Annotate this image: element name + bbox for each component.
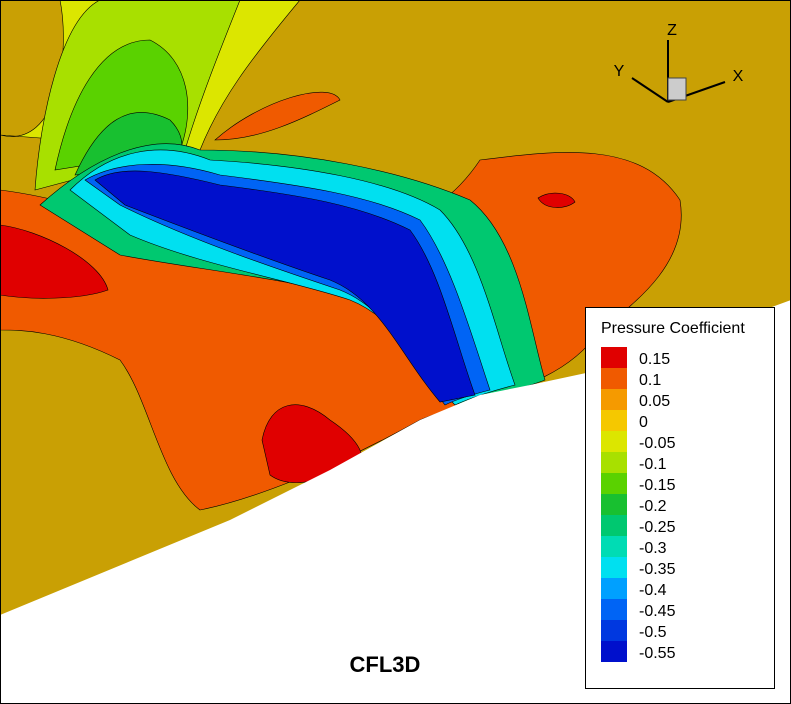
legend-label: -0.45 xyxy=(639,603,676,620)
legend-label: -0.05 xyxy=(639,435,676,452)
legend-swatch xyxy=(601,473,627,494)
legend-swatch xyxy=(601,452,627,473)
contour-field xyxy=(0,0,682,511)
legend-swatch xyxy=(601,494,627,515)
triad-cube xyxy=(667,77,687,101)
legend-label: -0.5 xyxy=(639,624,667,641)
legend-title: Pressure Coefficient xyxy=(601,320,745,337)
legend-swatch xyxy=(601,557,627,578)
legend-swatch xyxy=(601,515,627,536)
contour-region xyxy=(214,91,341,141)
z-axis-label: Z xyxy=(667,22,677,39)
legend-label: 0.1 xyxy=(639,372,661,389)
caption: CFL3D xyxy=(350,652,421,677)
contour-region xyxy=(537,192,576,208)
y-axis-label: Y xyxy=(614,63,625,80)
contour-region xyxy=(0,224,109,299)
axis-triad: X Y Z xyxy=(614,22,744,103)
legend-label: -0.55 xyxy=(639,645,676,662)
legend-swatch xyxy=(601,620,627,641)
legend-swatch xyxy=(601,431,627,452)
legend-label: -0.1 xyxy=(639,456,667,473)
legend-swatch xyxy=(601,347,627,368)
legend-swatch xyxy=(601,368,627,389)
legend: Pressure Coefficient 0.15 0.1 0.05 0 -0.05 -0… xyxy=(585,307,775,689)
contour-region xyxy=(94,170,476,403)
legend-swatch xyxy=(601,641,627,662)
contour-region xyxy=(261,404,363,483)
legend-label: -0.25 xyxy=(639,519,676,536)
y-axis-line xyxy=(631,77,669,103)
legend-swatch xyxy=(601,410,627,431)
legend-label: -0.15 xyxy=(639,477,676,494)
legend-label: 0.05 xyxy=(639,393,670,410)
legend-swatch xyxy=(601,578,627,599)
legend-swatch xyxy=(601,536,627,557)
legend-label: -0.4 xyxy=(639,582,667,599)
legend-label: 0 xyxy=(639,414,648,431)
legend-label: -0.3 xyxy=(639,540,667,557)
legend-label: -0.35 xyxy=(639,561,676,578)
legend-swatch xyxy=(601,389,627,410)
legend-label: 0.15 xyxy=(639,351,670,368)
legend-label: -0.2 xyxy=(639,498,667,515)
legend-swatch xyxy=(601,599,627,620)
x-axis-label: X xyxy=(733,68,744,85)
